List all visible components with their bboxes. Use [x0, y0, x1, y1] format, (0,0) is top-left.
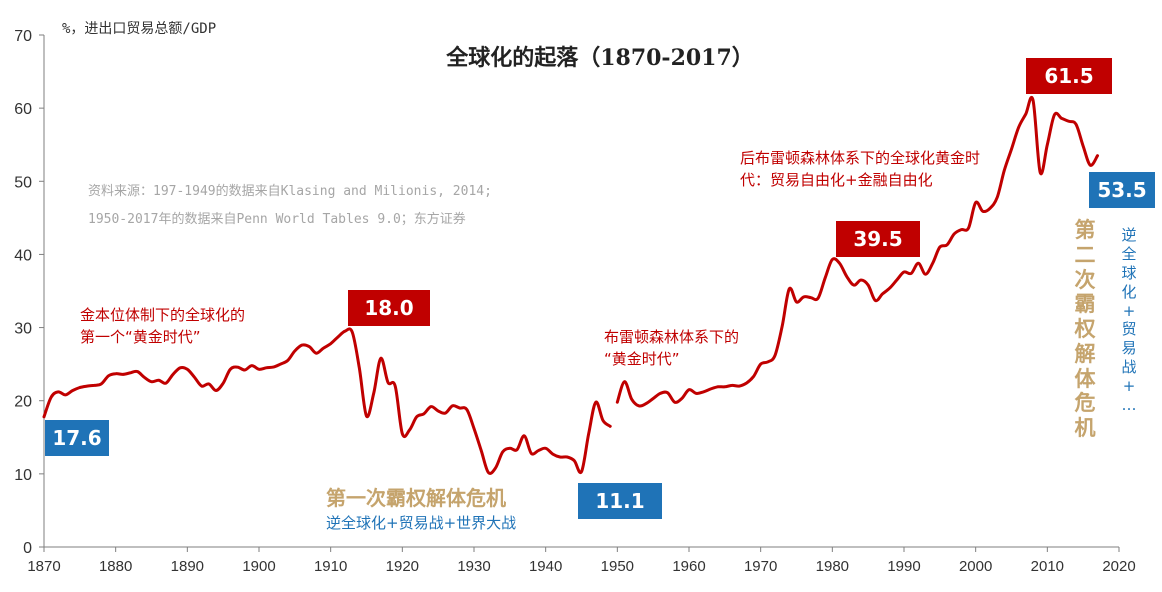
x-tick-label: 2000	[959, 558, 992, 575]
value-box-2017: 53.5	[1089, 172, 1155, 208]
first-crisis-label: 第一次霸权解体危机	[326, 486, 506, 510]
annotation-bretton-woods-line-1: 布雷顿森林体系下的	[604, 328, 740, 346]
first-crisis-sublabel: 逆全球化+贸易战+世界大战	[326, 514, 517, 532]
second-crisis-sub-char: …	[1121, 396, 1137, 415]
chart-axes: 0 10 20 30 40 50 60 70 1870 1880 1890 1900 1910 1920 1…	[14, 28, 1135, 575]
x-tick-label: 1960	[672, 558, 705, 575]
second-crisis-sub-char: 化	[1121, 282, 1137, 301]
annotation-post-bretton-line-2: 代：贸易自由化+金融自由化	[740, 171, 933, 189]
value-box-1913: 18.0	[348, 290, 430, 326]
second-crisis-char: 机	[1074, 415, 1096, 441]
second-crisis-char: 危	[1074, 390, 1096, 416]
second-crisis-sub-char: 贸	[1121, 320, 1137, 339]
x-tick-label: 1900	[242, 558, 275, 575]
source-line-2: 1950-2017年的数据来自Penn World Tables 9.0；东方证…	[88, 212, 466, 227]
x-tick-label: 2010	[1031, 558, 1064, 575]
y-tick-label: 40	[14, 247, 32, 264]
second-crisis-sub-char: 战	[1121, 358, 1137, 377]
x-tick-label: 2020	[1102, 558, 1135, 575]
y-tick-label: 10	[14, 467, 32, 484]
series-line-1	[42, 327, 612, 475]
x-tick-label: 1940	[529, 558, 562, 575]
second-crisis-sub-char: 逆	[1121, 226, 1137, 244]
value-box-1945: 11.1	[578, 483, 662, 519]
second-crisis-sub-char: 易	[1121, 339, 1137, 358]
source-line-1: 资料来源：197-1949的数据来自Klasing and Milionis, …	[88, 184, 492, 199]
second-crisis-sub-char: 全	[1121, 244, 1137, 263]
y-tick-label: 0	[23, 540, 32, 557]
chart-title: 全球化的起落（1870-2017）	[446, 45, 754, 71]
second-crisis-char: 解	[1074, 340, 1096, 366]
value-box-2008: 61.5	[1026, 58, 1112, 94]
annotation-gold-standard-line-1: 金本位体制下的全球化的	[80, 306, 246, 324]
second-crisis-char: 权	[1074, 316, 1096, 342]
second-crisis-sub-char: +	[1122, 301, 1136, 320]
second-crisis-char: 次	[1074, 266, 1096, 292]
second-crisis-char: 二	[1074, 241, 1096, 267]
value-box-1980: 39.5	[836, 221, 920, 257]
series-line-2	[615, 96, 1099, 408]
x-tick-label: 1910	[314, 558, 347, 575]
annotation-bretton-woods-line-2: “黄金时代”	[604, 350, 680, 368]
second-crisis-char: 第	[1074, 217, 1096, 242]
x-tick-label: 1990	[887, 558, 920, 575]
second-crisis-label: 第二次霸权解体危机	[1070, 217, 1100, 441]
annotation-bretton-woods: 布雷顿森林体系下的 “黄金时代”	[604, 326, 739, 370]
y-tick-label: 50	[14, 174, 32, 191]
x-tick-label: 1980	[816, 558, 849, 575]
x-tick-label: 1950	[601, 558, 634, 575]
y-tick-label: 60	[14, 101, 32, 118]
second-crisis-sublabel: 逆全球化 + 贸易战 +…	[1116, 226, 1142, 415]
y-tick-label: 30	[14, 321, 32, 338]
annotation-post-bretton: 后布雷顿森林体系下的全球化黄金时 代：贸易自由化+金融自由化	[740, 147, 980, 191]
value-box-1870: 17.6	[45, 420, 109, 456]
y-tick-label: 70	[14, 28, 32, 45]
x-tick-label: 1920	[386, 558, 419, 575]
annotation-gold-standard: 金本位体制下的全球化的 第一个“黄金时代”	[80, 304, 245, 348]
x-tick-label: 1870	[27, 558, 60, 575]
annotation-gold-standard-line-2: 第一个“黄金时代”	[80, 328, 201, 346]
second-crisis-sub-char: +	[1122, 377, 1136, 396]
annotation-post-bretton-line-1: 后布雷顿森林体系下的全球化黄金时	[740, 149, 981, 167]
x-tick-label: 1930	[457, 558, 490, 575]
x-tick-label: 1970	[744, 558, 777, 575]
x-tick-label: 1880	[99, 558, 132, 575]
second-crisis-sub-char: 球	[1121, 263, 1137, 282]
series-lines	[42, 96, 1099, 475]
second-crisis-char: 体	[1074, 365, 1096, 391]
x-tick-label: 1890	[171, 558, 204, 575]
second-crisis-char: 霸	[1074, 291, 1096, 317]
y-tick-label: 20	[14, 394, 32, 411]
y-axis-unit-label: %，进出口贸易总额/GDP	[62, 21, 217, 37]
